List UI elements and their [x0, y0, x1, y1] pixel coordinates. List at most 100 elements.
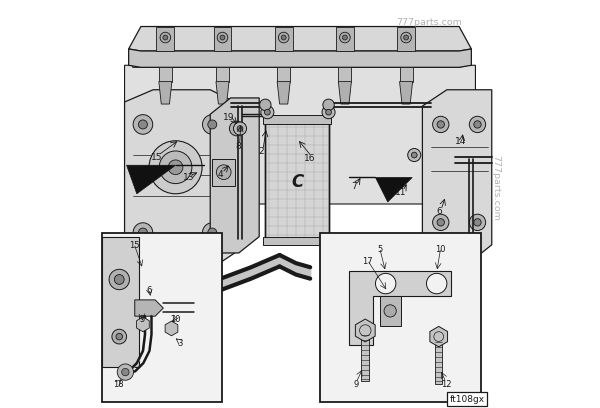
- Circle shape: [433, 214, 449, 231]
- Circle shape: [408, 149, 421, 162]
- Text: 6: 6: [146, 286, 152, 295]
- Circle shape: [469, 214, 485, 231]
- Bar: [102, 233, 223, 402]
- Circle shape: [122, 368, 129, 376]
- Text: 4: 4: [218, 170, 223, 179]
- Circle shape: [217, 165, 231, 180]
- Circle shape: [139, 228, 148, 237]
- Polygon shape: [214, 27, 232, 51]
- Text: C: C: [291, 173, 303, 191]
- Text: 18: 18: [113, 380, 124, 389]
- Bar: [338, 67, 352, 82]
- Polygon shape: [400, 82, 413, 104]
- Text: 15: 15: [151, 153, 162, 162]
- Text: 15: 15: [128, 241, 139, 250]
- Polygon shape: [349, 271, 451, 345]
- Circle shape: [133, 223, 153, 242]
- Circle shape: [412, 152, 417, 158]
- Circle shape: [265, 109, 270, 115]
- Circle shape: [208, 228, 217, 237]
- Circle shape: [233, 122, 247, 135]
- Text: 6: 6: [437, 207, 442, 216]
- Text: 13: 13: [182, 173, 194, 182]
- Circle shape: [168, 160, 183, 175]
- Bar: [216, 67, 229, 82]
- Text: 19: 19: [223, 113, 235, 122]
- Bar: [159, 67, 172, 82]
- Circle shape: [433, 116, 449, 133]
- Circle shape: [202, 115, 222, 134]
- Circle shape: [260, 99, 271, 111]
- Circle shape: [163, 35, 168, 40]
- Text: 7: 7: [352, 182, 357, 191]
- Polygon shape: [135, 300, 163, 316]
- Text: 10: 10: [436, 245, 446, 254]
- Text: 5: 5: [139, 315, 145, 324]
- Polygon shape: [277, 82, 290, 104]
- Bar: [263, 237, 331, 245]
- Circle shape: [322, 106, 335, 119]
- Circle shape: [474, 219, 481, 226]
- Circle shape: [233, 125, 240, 132]
- Text: 5: 5: [377, 245, 382, 254]
- Circle shape: [159, 151, 192, 184]
- Polygon shape: [137, 317, 149, 332]
- Polygon shape: [376, 177, 412, 202]
- Circle shape: [112, 329, 127, 344]
- Circle shape: [229, 121, 244, 136]
- Circle shape: [116, 333, 122, 340]
- Circle shape: [278, 32, 289, 43]
- Circle shape: [133, 115, 153, 134]
- Text: 16: 16: [304, 154, 316, 163]
- Bar: [361, 330, 370, 381]
- Text: 11: 11: [395, 188, 407, 197]
- Polygon shape: [422, 90, 492, 261]
- Circle shape: [427, 273, 447, 294]
- Circle shape: [384, 305, 396, 317]
- Polygon shape: [165, 321, 178, 336]
- Circle shape: [237, 126, 243, 131]
- Circle shape: [149, 141, 202, 194]
- Circle shape: [117, 364, 134, 380]
- Polygon shape: [127, 165, 176, 194]
- Polygon shape: [275, 27, 293, 51]
- Circle shape: [404, 35, 409, 40]
- Polygon shape: [336, 27, 354, 51]
- Polygon shape: [125, 65, 475, 204]
- Circle shape: [469, 116, 485, 133]
- Polygon shape: [430, 326, 448, 347]
- Text: 17: 17: [362, 257, 373, 266]
- Bar: [265, 122, 329, 239]
- Circle shape: [160, 32, 170, 43]
- Bar: [380, 296, 401, 326]
- Circle shape: [202, 223, 222, 242]
- Bar: [277, 67, 290, 82]
- Text: 14: 14: [455, 137, 466, 146]
- Bar: [265, 122, 329, 239]
- Polygon shape: [128, 49, 472, 67]
- Polygon shape: [397, 27, 415, 51]
- Bar: [435, 337, 442, 384]
- Polygon shape: [125, 90, 235, 269]
- Bar: [320, 233, 481, 402]
- Text: 12: 12: [441, 380, 451, 389]
- Circle shape: [261, 106, 274, 119]
- Polygon shape: [159, 82, 172, 104]
- Circle shape: [220, 35, 225, 40]
- Circle shape: [326, 109, 331, 115]
- Circle shape: [474, 121, 481, 128]
- Text: 777parts.com: 777parts.com: [396, 18, 462, 27]
- Circle shape: [115, 275, 124, 284]
- Circle shape: [109, 269, 130, 290]
- Circle shape: [437, 219, 445, 226]
- Text: 777parts.com: 777parts.com: [491, 155, 500, 221]
- Polygon shape: [216, 82, 229, 104]
- Text: 20: 20: [170, 315, 181, 324]
- Polygon shape: [157, 27, 175, 51]
- Text: 2: 2: [259, 147, 264, 156]
- Circle shape: [217, 32, 228, 43]
- Text: ft108gx: ft108gx: [450, 395, 485, 404]
- Text: 8: 8: [235, 142, 241, 151]
- Bar: [400, 67, 413, 82]
- Circle shape: [208, 120, 217, 129]
